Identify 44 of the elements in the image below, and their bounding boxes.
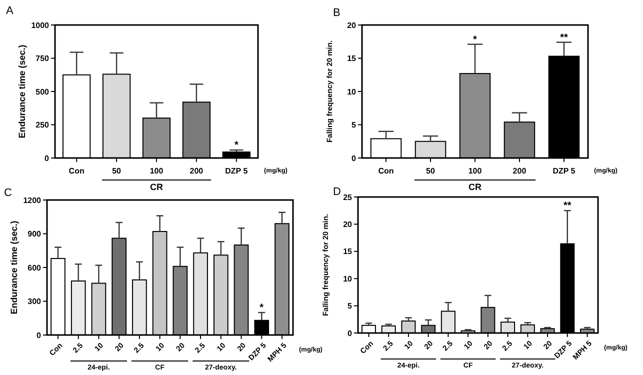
y-tick-label: 10: [347, 87, 357, 96]
x-tick-label: 50: [112, 166, 122, 176]
x-tick-label: DZP 5: [552, 166, 576, 176]
x-tick-label: 100: [150, 166, 164, 176]
y-tick-label: 15: [347, 54, 357, 64]
text: D: [333, 186, 341, 198]
y-tick-label: 0: [36, 330, 42, 340]
y-tick-label: 20: [343, 220, 353, 229]
y-tick-label: 5: [348, 302, 353, 311]
y-tick-label: 5: [352, 120, 357, 130]
y-tick-label: 750: [36, 54, 50, 64]
x-tick-label: 50: [426, 166, 436, 176]
y-tick-label: 10: [343, 274, 353, 284]
annotation: *: [473, 34, 478, 46]
x-tick-label: 200: [190, 166, 204, 176]
y-tick-label: 900: [28, 230, 42, 239]
y-axis-title: Endurance time (sec.): [9, 220, 19, 314]
x-tick-label: 200: [512, 166, 527, 176]
y-tick-label: 250: [36, 120, 50, 130]
y-tick-label: 1200: [23, 196, 42, 205]
y-tick-label: 15: [343, 247, 353, 256]
text: CR: [150, 182, 164, 192]
y-tick-label: 500: [36, 87, 50, 96]
y-tick-label: 1000: [31, 20, 50, 30]
text: C: [4, 187, 12, 199]
y-tick-label: 600: [28, 263, 42, 272]
y-tick-label: 300: [28, 297, 42, 306]
y-tick-label: 0: [348, 328, 353, 338]
x-tick-label: DZP 5: [225, 166, 248, 176]
y-tick-label: 0: [352, 154, 357, 163]
y-tick-label: 20: [347, 20, 357, 30]
text: A: [6, 5, 14, 17]
annotation: **: [560, 32, 568, 44]
y-tick-label: 0: [44, 154, 50, 163]
text: CR: [468, 182, 482, 192]
x-tick-label: Con: [378, 166, 394, 176]
y-axis-title: Endurance time (sec.): [17, 44, 27, 138]
annotation: *: [234, 140, 238, 152]
y-tick-label: 25: [343, 192, 353, 202]
annotation: *: [260, 302, 264, 314]
x-tick-label: Con: [68, 166, 84, 176]
annotation: **: [564, 200, 572, 212]
x-tick-label: 100: [468, 166, 482, 176]
text: B: [333, 7, 340, 19]
